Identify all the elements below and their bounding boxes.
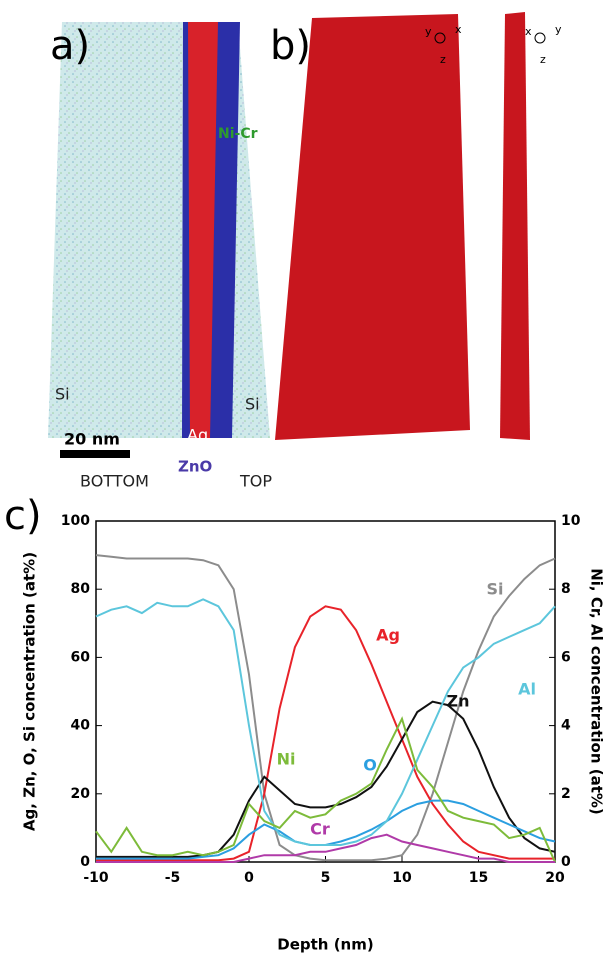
axis-glyph: y xyxy=(555,23,562,36)
panel-label: a) xyxy=(50,23,90,69)
x-tick-label: 10 xyxy=(392,870,412,886)
series-line xyxy=(95,716,556,863)
series-label: Ag xyxy=(376,626,400,645)
annotation: BOTTOM xyxy=(80,472,149,491)
axis-glyph: x xyxy=(525,25,532,38)
axis-glyph: x xyxy=(455,23,462,36)
y-tick-label: 40 xyxy=(71,718,91,734)
series-line xyxy=(95,554,556,862)
scale-bar xyxy=(60,450,130,458)
x-tick-label: -5 xyxy=(165,870,181,886)
axis-glyph: y xyxy=(425,25,432,38)
ag-isosurface-side xyxy=(500,12,530,440)
series-label: Ni xyxy=(277,750,296,769)
y2-tick-label: 10 xyxy=(561,513,581,529)
series-label: Si xyxy=(486,580,503,599)
series-line xyxy=(96,833,555,863)
ag-isosurface xyxy=(275,14,470,440)
annotation: Si xyxy=(245,395,260,414)
y2-tick-label: 4 xyxy=(561,718,571,734)
series-label: Cr xyxy=(310,820,330,839)
x-tick-label: -10 xyxy=(83,870,109,886)
annotation: Ag xyxy=(187,426,208,445)
annotation: ZnO xyxy=(178,458,212,476)
ag-layer xyxy=(188,22,218,438)
y2-tick-label: 2 xyxy=(561,786,571,802)
annotation: Si xyxy=(55,385,70,404)
y-tick-label: 100 xyxy=(61,513,90,529)
x-axis-label: Depth (nm) xyxy=(277,936,373,954)
series-label: O xyxy=(363,756,377,775)
series-label: Zn xyxy=(447,692,470,711)
chart: c)-10 -5 0 5 10 15 200204060801000246810Depth … xyxy=(4,493,606,954)
annotation: TOP xyxy=(239,472,272,491)
plot-frame xyxy=(95,520,556,863)
axis-symbol xyxy=(534,32,546,44)
series-line xyxy=(96,605,555,862)
y2-tick-label: 6 xyxy=(561,649,571,665)
series-line xyxy=(96,700,556,858)
y-tick-label: 20 xyxy=(71,786,91,802)
x-tick-label: 20 xyxy=(545,870,565,886)
panel-label: b) xyxy=(270,23,311,69)
x-tick-label: 0 xyxy=(244,870,254,886)
x-tick-label: 5 xyxy=(321,870,331,886)
y2-tick-label: 0 xyxy=(561,854,571,870)
series-line xyxy=(95,598,556,846)
axis-glyph: z xyxy=(440,53,446,66)
axis-symbol xyxy=(434,32,446,44)
y-axis-label: Ag, Zn, O, Si concentration (at%) xyxy=(21,552,39,831)
x-tick-label: 15 xyxy=(469,870,488,886)
annotation: 20 nm xyxy=(64,430,120,449)
y-tick-label: 60 xyxy=(71,649,91,665)
top-annotations: a) b) Ni-Cr Si Si Ag 20 nm ZnO BOTTOM TOP y x z x y z xyxy=(50,23,562,491)
axis-glyph: z xyxy=(540,53,546,66)
y-tick-label: 0 xyxy=(80,854,90,870)
panel-label: c) xyxy=(4,493,42,539)
y2-tick-label: 8 xyxy=(561,581,571,597)
y2-axis-label: Ni, Cr, Al concentration (at%) xyxy=(588,568,606,815)
series-label: Al xyxy=(518,680,536,699)
annotation: Ni-Cr xyxy=(218,126,258,142)
y-tick-label: 80 xyxy=(71,581,91,597)
